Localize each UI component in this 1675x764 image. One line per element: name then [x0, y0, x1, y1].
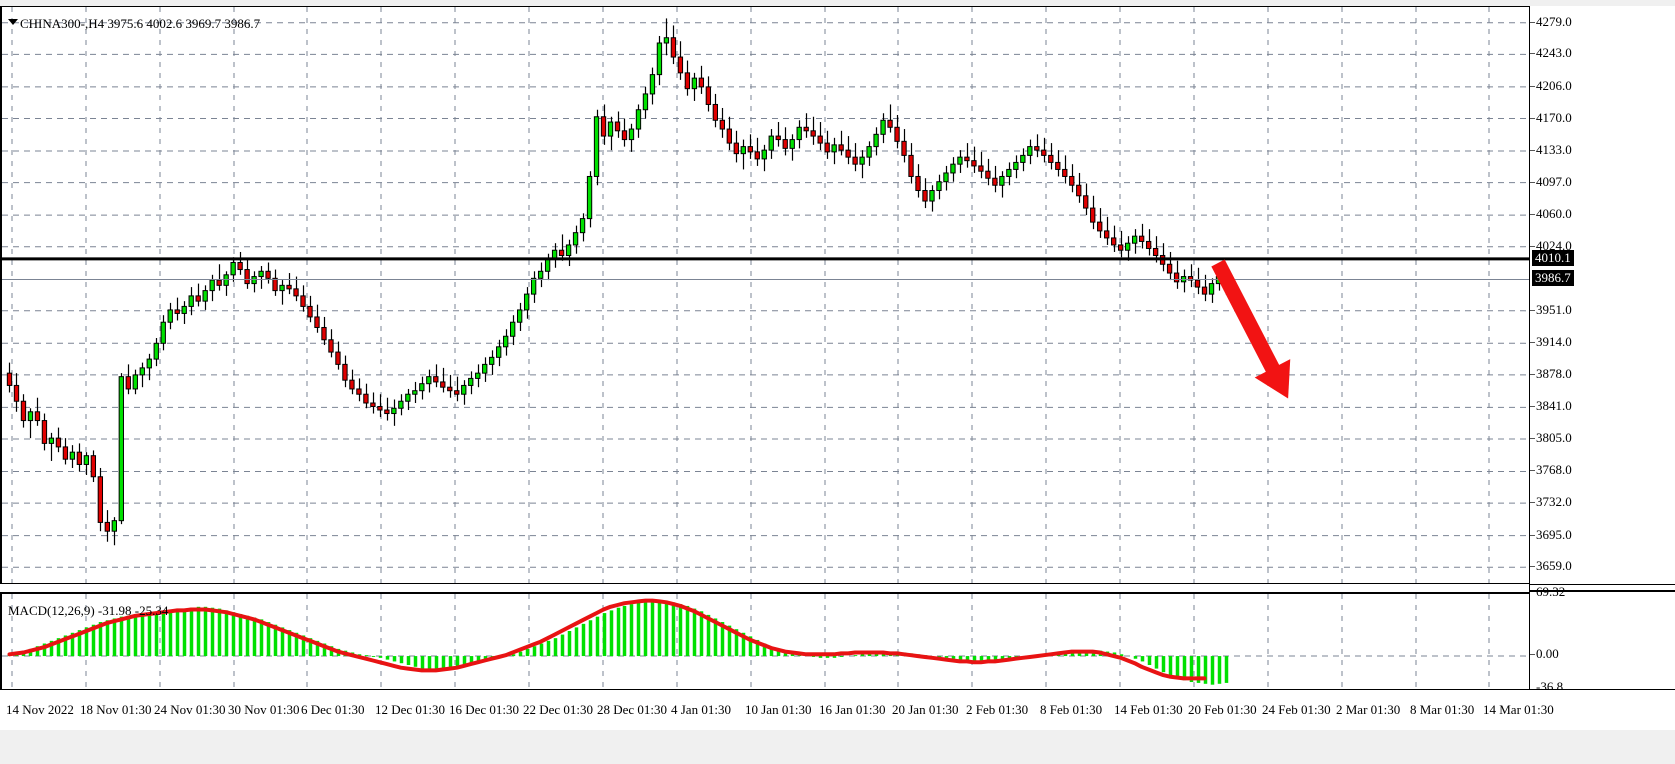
macd-label: MACD(12,26,9) -31.98 -25.34 [8, 603, 169, 618]
price-tick-label: 3732.0 [1530, 495, 1572, 508]
time-tick-label: 30 Nov 01:30 [228, 702, 300, 717]
time-tick-label: 6 Dec 01:30 [301, 702, 365, 717]
time-tick-label: 16 Dec 01:30 [449, 702, 520, 717]
price-tick-label: 3878.0 [1530, 367, 1572, 380]
price-scale-axis[interactable]: 4279.0 4243.0 4206.0 4170.0 4133.0 4097.0 4060… [1529, 6, 1675, 693]
time-tick-label: 18 Nov 01:30 [80, 702, 152, 717]
time-tick-label: 10 Jan 01:30 [745, 702, 812, 717]
price-tick-label: 4024.0 [1530, 239, 1572, 252]
time-tick-label: 20 Jan 01:30 [892, 702, 959, 717]
price-tick-label: 3841.0 [1530, 399, 1572, 412]
price-tick-label: 3695.0 [1530, 528, 1572, 541]
time-tick-label: 14 Mar 01:30 [1483, 702, 1554, 717]
time-tick-label: 4 Jan 01:30 [671, 702, 731, 717]
price-chart-panel[interactable]: CHINA300-,H4 3975.6 4002.6 3969.7 3986.7 [0, 6, 1529, 584]
price-plot-area[interactable] [2, 7, 1529, 583]
macd-plot-area[interactable] [2, 594, 1529, 689]
price-tick-label: 3914.0 [1530, 335, 1572, 348]
price-tick-label: 4060.0 [1530, 207, 1572, 220]
time-tick-label: 28 Dec 01:30 [597, 702, 668, 717]
panel-separator [1530, 590, 1675, 592]
price-tick-label: 3805.0 [1530, 431, 1572, 444]
macd-indicator-panel[interactable]: MACD(12,26,9) -31.98 -25.34 [0, 592, 1529, 690]
time-tick-label: 12 Dec 01:30 [375, 702, 446, 717]
price-tick-label: 4279.0 [1530, 15, 1572, 28]
macd-tick-label: 0.00 [1530, 647, 1559, 660]
price-tick-label: 3951.0 [1530, 303, 1572, 316]
price-tick-label: 4243.0 [1530, 46, 1572, 59]
last-price-marker: 3986.7 [1532, 270, 1574, 287]
price-tick-label: 3659.0 [1530, 559, 1572, 572]
time-tick-label: 20 Feb 01:30 [1188, 702, 1257, 717]
panel-separator [1530, 584, 1675, 585]
time-tick-label: 2 Feb 01:30 [966, 702, 1029, 717]
time-tick-label: 8 Feb 01:30 [1040, 702, 1103, 717]
price-tick-label: 3768.0 [1530, 463, 1572, 476]
panel-separator [1530, 689, 1675, 690]
down-trend-arrow [1211, 259, 1291, 399]
price-candlestick-svg [2, 7, 1529, 583]
time-tick-label: 22 Dec 01:30 [523, 702, 594, 717]
time-tick-label: 8 Mar 01:30 [1410, 702, 1475, 717]
price-tick-label: 4097.0 [1530, 175, 1572, 188]
bottom-strip [0, 730, 1675, 764]
time-tick-label: 16 Jan 01:30 [819, 702, 886, 717]
time-tick-label: 24 Nov 01:30 [154, 702, 226, 717]
time-axis[interactable]: 14 Nov 2022 18 Nov 01:30 24 Nov 01:30 30 No… [0, 690, 1675, 730]
time-tick-label: 24 Feb 01:30 [1262, 702, 1331, 717]
price-tick-label: 4206.0 [1530, 79, 1572, 92]
chart-symbol-header: CHINA300-,H4 3975.6 4002.6 3969.7 3986.7 [20, 16, 261, 31]
macd-svg [2, 594, 1529, 689]
price-tick-label: 4133.0 [1530, 143, 1572, 156]
line-price-marker: 4010.1 [1532, 249, 1574, 266]
caret-down-icon[interactable] [8, 19, 18, 25]
time-tick-label: 14 Feb 01:30 [1114, 702, 1183, 717]
time-tick-label: 2 Mar 01:30 [1336, 702, 1401, 717]
time-tick-label: 14 Nov 2022 [6, 702, 74, 717]
price-tick-label: 4170.0 [1530, 111, 1572, 124]
